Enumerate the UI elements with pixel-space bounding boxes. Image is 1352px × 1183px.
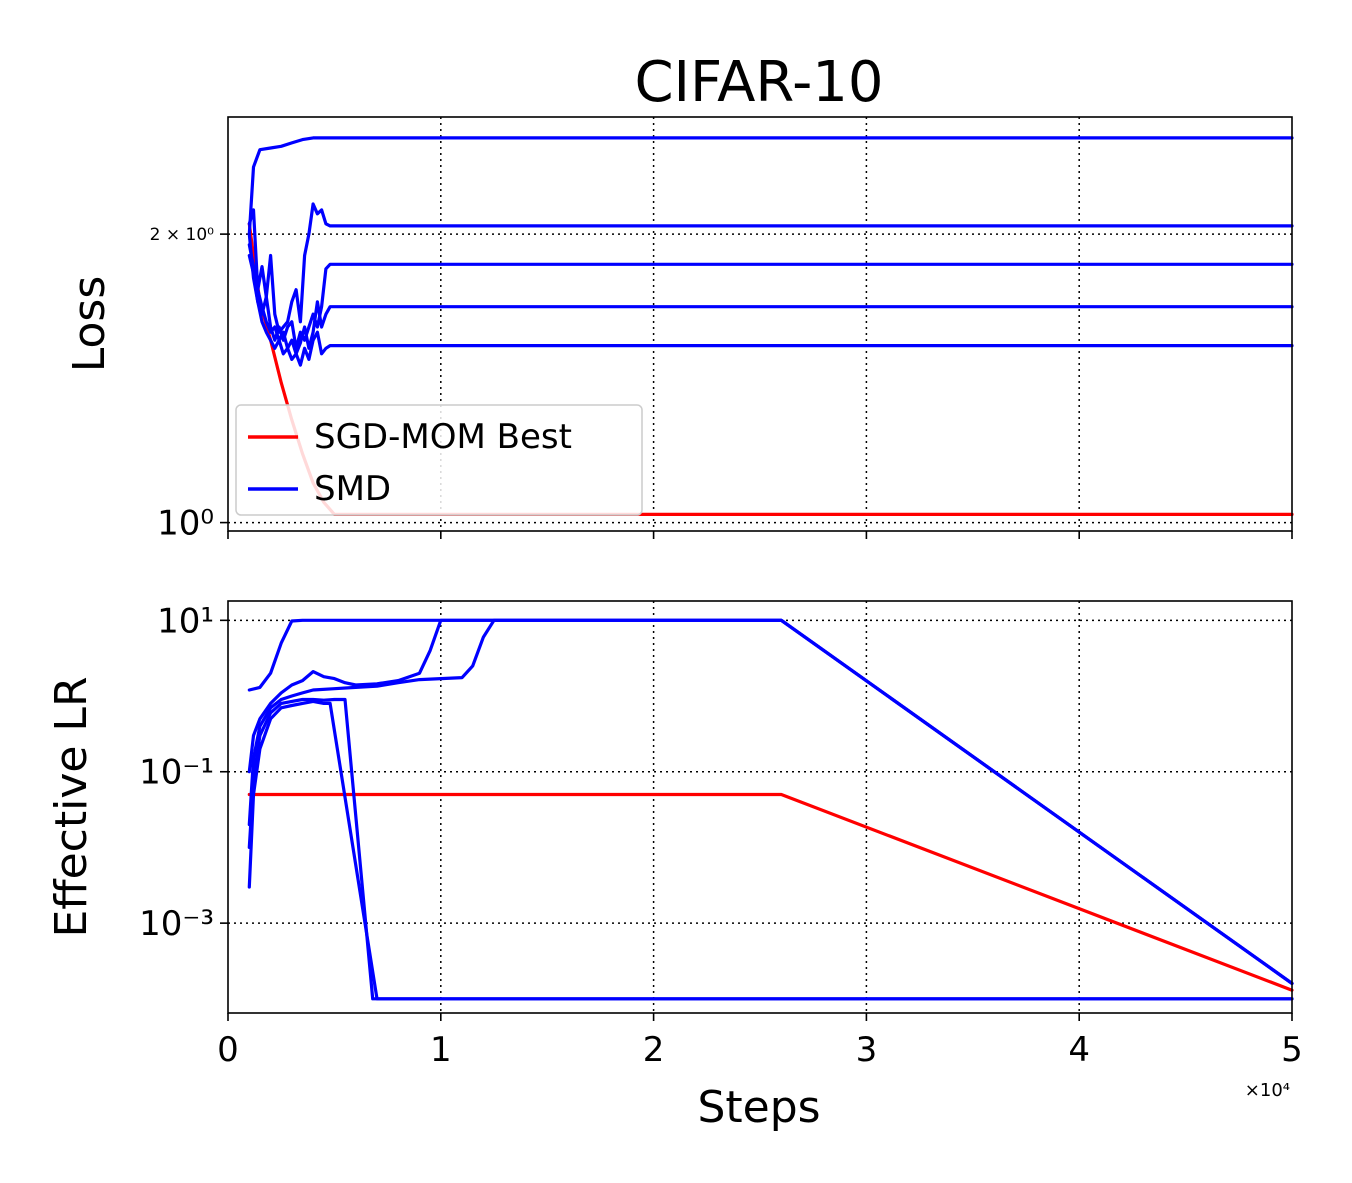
- chart-title: CIFAR-10: [634, 50, 883, 115]
- x-tick-label: 0: [217, 1030, 239, 1070]
- x-tick-label: 3: [856, 1030, 878, 1070]
- loss-series-line-1: [247, 136, 1294, 236]
- legend-box: [235, 404, 643, 516]
- x-tick-label: 2: [643, 1030, 665, 1070]
- loss-y-tick-label: 10⁰: [157, 504, 214, 544]
- x-axis-label: Steps: [697, 1082, 820, 1133]
- lr-series-line-5: [247, 699, 1294, 1001]
- loss-series-line-2: [247, 202, 1294, 334]
- lr-series-line-2: [247, 618, 1294, 986]
- loss-series-line-3: [247, 232, 1294, 350]
- x-tick-label: 4: [1068, 1030, 1090, 1070]
- x-tick-label: 1: [430, 1030, 452, 1070]
- legend-label-smd: SMD: [314, 469, 391, 509]
- lr-axes-frame: [227, 600, 1293, 1014]
- lr-y-label: Effective LR: [46, 676, 97, 937]
- loss-y-label: Loss: [64, 276, 115, 373]
- lr-series-line-3: [247, 618, 1294, 986]
- loss-series-line-5: [247, 253, 1294, 367]
- legend-label-sgd: SGD-MOM Best: [314, 417, 572, 457]
- lr-panel: 0 1 2 3 4 5 10¹ 10⁻¹ 10⁻³ Effective LR Steps ×10…: [46, 600, 1303, 1133]
- lr-y-tick-label: 10¹: [157, 601, 214, 641]
- x-tick-label: 5: [1281, 1030, 1303, 1070]
- lr-y-tick-label: 10⁻³: [139, 904, 214, 944]
- lr-series-line-4: [247, 697, 1294, 1001]
- x-multiplier: ×10⁴: [1245, 1080, 1290, 1101]
- loss-panel: 2 × 10⁰ 10⁰ Loss SGD-MOM Best SMD: [64, 116, 1294, 544]
- loss-series-line-4: [247, 243, 1294, 356]
- lr-series-line-0: [247, 792, 1294, 992]
- legend: SGD-MOM Best SMD: [235, 404, 643, 516]
- lr-y-tick-label: 10⁻¹: [139, 753, 214, 793]
- loss-y-tick-label: 2 × 10⁰: [150, 225, 214, 245]
- loss-axes-frame: [227, 116, 1293, 532]
